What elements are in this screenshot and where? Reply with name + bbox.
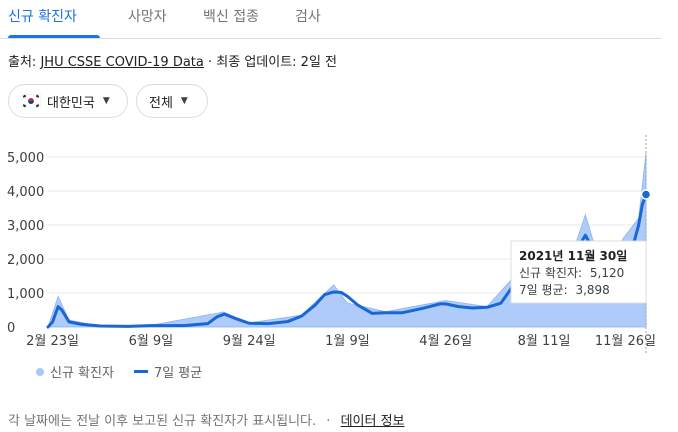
region-label: 전체 (149, 95, 173, 111)
x-axis: 2월 23일 6월 9일 9월 24일 1월 9일 4월 26일 8월 11일 11월 26… (26, 334, 656, 349)
y-tick-label: 5,000 (7, 151, 44, 166)
hover-point (640, 189, 652, 200)
x-tick-label: 6월 9일 (129, 334, 174, 349)
tooltip-avg-value: 3,898 (575, 283, 609, 297)
chevron-down-icon: ▼ (180, 96, 188, 106)
y-axis: 0 1,000 2,000 3,000 4,000 5,000 (7, 151, 44, 336)
y-tick-label: 2,000 (7, 253, 44, 268)
average-legend-swatch (133, 370, 148, 373)
cases-legend-swatch (36, 367, 44, 376)
active-tab-indicator (8, 35, 100, 38)
tab-vaccinations[interactable]: 백신 접종 (203, 9, 259, 25)
y-tick-label: 4,000 (7, 185, 44, 200)
chart-footnote: 각 날짜에는 전날 이후 보고된 신규 확진자가 표시됩니다. · 데이터 정보 (8, 410, 405, 429)
country-dropdown[interactable]: 대한민국 ▼ (8, 84, 128, 118)
source-prefix: 출처: (8, 55, 37, 70)
x-tick-label: 11월 26일 (595, 334, 656, 349)
chevron-down-icon: ▼ (102, 96, 110, 106)
x-tick-label: 2월 23일 (26, 334, 79, 349)
seven-day-average-line (46, 192, 648, 329)
tooltip-avg-label: 7일 평균: (519, 283, 568, 297)
x-tick-label: 4월 26일 (419, 334, 472, 349)
legend-cases: 신규 확진자 (50, 366, 114, 381)
data-info-link[interactable]: 데이터 정보 (340, 414, 405, 429)
y-tick-label: 0 (7, 321, 15, 336)
last-updated: · 최종 업데이트: 2일 전 (208, 55, 338, 70)
tab-tests[interactable]: 검사 (295, 9, 321, 25)
y-tick-label: 3,000 (7, 219, 44, 234)
source-link[interactable]: JHU CSSE COVID-19 Data (40, 55, 204, 70)
x-tick-label: 1월 9일 (325, 334, 370, 349)
tab-new-cases[interactable]: 신규 확진자 (8, 9, 77, 25)
region-dropdown[interactable]: 전체 ▼ (136, 84, 208, 118)
chart-tooltip: 2021년 11월 30일 신규 확진자: 5,120 7일 평균: 3,898 (510, 240, 647, 304)
data-source-line: 출처: JHU CSSE COVID-19 Data · 최종 업데이트: 2일… (8, 51, 337, 70)
tooltip-cases: 신규 확진자: 5,120 (519, 266, 624, 280)
tooltip-date: 2021년 11월 30일 (519, 248, 627, 263)
footnote-separator: · (326, 414, 331, 429)
korea-flag-icon (20, 93, 42, 109)
cases-chart[interactable]: 0 1,000 2,000 3,000 4,000 5,000 2월 23일 6월 9일 9월… (0, 0, 678, 360)
x-tick-label: 9월 24일 (223, 334, 276, 349)
y-tick-label: 1,000 (7, 287, 44, 302)
chart-legend: 신규 확진자 7일 평균 (36, 362, 202, 381)
tab-deaths[interactable]: 사망자 (128, 9, 167, 25)
country-label: 대한민국 (47, 95, 95, 111)
x-tick-label: 8월 11일 (518, 334, 571, 349)
chart-tab-bar: 신규 확진자 사망자 백신 접종 검사 (0, 0, 662, 39)
tooltip-cases-value: 5,120 (590, 266, 624, 280)
footnote-text: 각 날짜에는 전날 이후 보고된 신규 확진자가 표시됩니다. (8, 414, 317, 429)
legend-average: 7일 평균 (153, 366, 203, 381)
tooltip-average: 7일 평균: 3,898 (519, 283, 610, 297)
tooltip-cases-label: 신규 확진자: (519, 266, 582, 280)
